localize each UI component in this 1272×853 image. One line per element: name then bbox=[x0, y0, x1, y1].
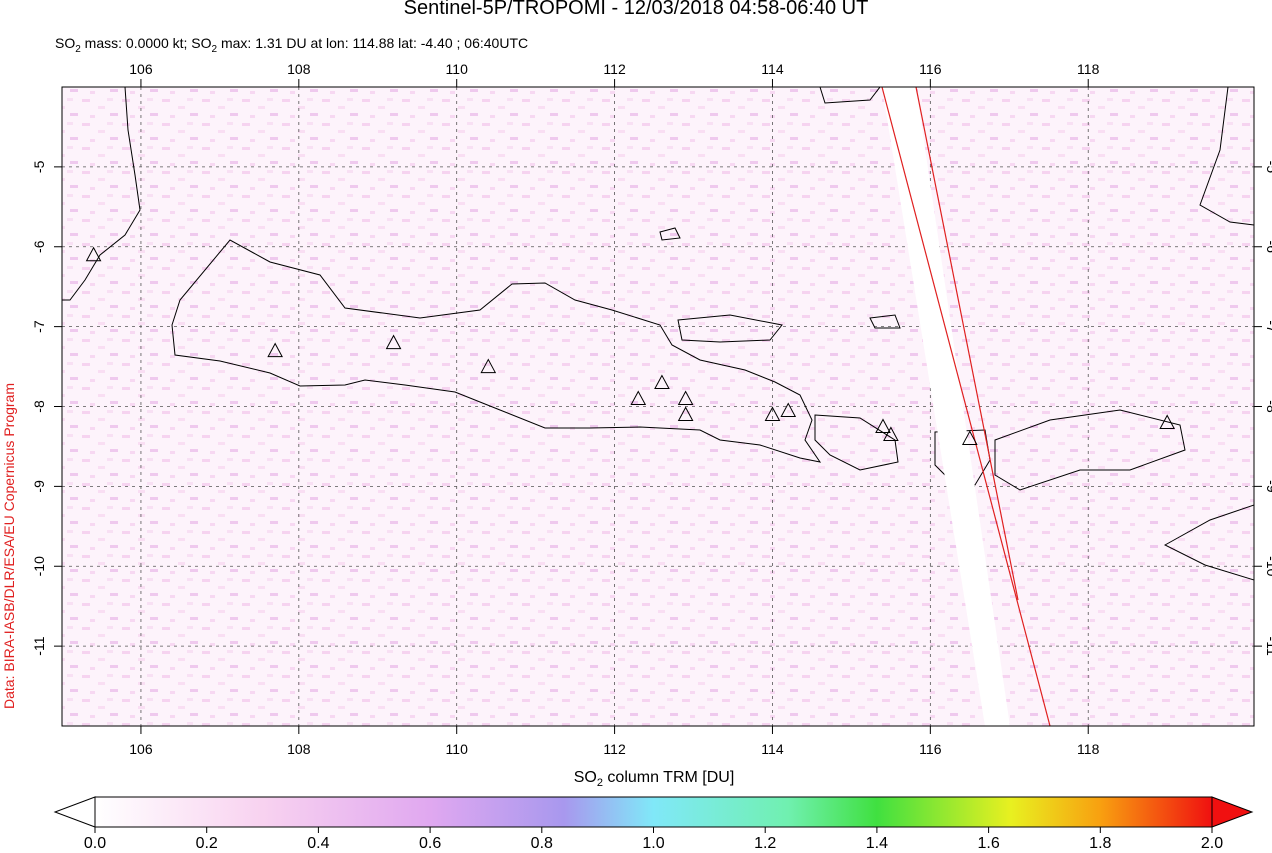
volcano bbox=[961, 430, 978, 445]
volcano bbox=[85, 246, 102, 262]
x-tick-label: 114 bbox=[761, 741, 784, 757]
y-tick-label: -8 bbox=[1264, 400, 1272, 413]
colorbar-label-sub: 2 bbox=[597, 777, 603, 789]
colorbar-tick-label: 1.0 bbox=[642, 835, 664, 852]
volcano bbox=[677, 406, 694, 421]
volcano bbox=[1159, 414, 1176, 429]
colorbar-tick-label: 1.6 bbox=[977, 835, 999, 852]
islet bbox=[869, 314, 901, 329]
swath-edge bbox=[881, 87, 1051, 726]
x-tick-label: 108 bbox=[287, 61, 311, 77]
y-tick-label: -10 bbox=[31, 556, 47, 576]
y-tick-label: -9 bbox=[1264, 480, 1272, 493]
colorbar-tick-label: 0.6 bbox=[419, 835, 441, 852]
x-tick-label: 106 bbox=[129, 741, 153, 757]
colorbar-label-part: SO bbox=[574, 769, 597, 786]
x-tick-label: 110 bbox=[446, 61, 469, 77]
colorbar-tick-label: 0.2 bbox=[196, 835, 218, 852]
x-tick-label: 118 bbox=[1077, 61, 1100, 77]
volcano bbox=[480, 358, 497, 374]
flores bbox=[1163, 504, 1254, 581]
y-tick-label: -5 bbox=[31, 160, 47, 173]
volcano bbox=[875, 418, 891, 433]
x-tick-label: 116 bbox=[919, 61, 942, 77]
java bbox=[171, 239, 822, 463]
subtitle-sub: 2 bbox=[75, 44, 81, 55]
swath-edges bbox=[881, 87, 1051, 726]
y-tick-label: -6 bbox=[1264, 241, 1272, 254]
subtitle-part: mass: 0.0000 kt; SO bbox=[81, 35, 212, 51]
volcano bbox=[883, 426, 899, 441]
y-tick-label: -11 bbox=[31, 636, 47, 655]
subtitle: SO2 mass: 0.0000 kt; SO2 max: 1.31 DU at… bbox=[55, 35, 528, 55]
y-tick-label: -10 bbox=[1264, 556, 1272, 576]
x-tick-label: 114 bbox=[761, 61, 784, 77]
side-label: Data: BIRA-IASB/DLR/ESA/EU Copernicus Pr… bbox=[1, 383, 17, 709]
colorbar-tick-label: 1.4 bbox=[866, 835, 888, 852]
subtitle-part: max: 1.31 DU at lon: 114.88 lat: -4.40 ;… bbox=[217, 35, 528, 51]
volcano bbox=[654, 374, 670, 390]
y-tick-label: -7 bbox=[1264, 320, 1272, 333]
sumatra bbox=[62, 87, 141, 301]
colorbar bbox=[94, 796, 1213, 828]
y-tick-label: -7 bbox=[31, 320, 47, 333]
swath-edge bbox=[915, 87, 1019, 601]
colorbar-label: SO2 column TRM [DU] bbox=[574, 769, 735, 789]
volcano bbox=[267, 342, 283, 358]
lombok bbox=[934, 429, 991, 486]
volcano bbox=[780, 402, 797, 417]
bali bbox=[814, 414, 899, 471]
x-tick-label: 112 bbox=[603, 741, 626, 757]
x-tick-label: 110 bbox=[446, 741, 469, 757]
colorbar-over bbox=[1211, 796, 1254, 828]
subtitle-sub: 2 bbox=[212, 44, 218, 55]
y-tick-label: -6 bbox=[31, 240, 47, 253]
y-tick-label: -8 bbox=[31, 400, 47, 413]
axes: 106 106 108 108 110 110 112 112 114 114 116 116 118 1… bbox=[31, 61, 1272, 757]
colorbar-tick-label: 2.0 bbox=[1201, 835, 1223, 852]
coastlines bbox=[62, 87, 1254, 581]
y-tick-label: -11 bbox=[1264, 637, 1272, 656]
volcano bbox=[385, 334, 402, 350]
colorbar-tick-label: 0.0 bbox=[84, 835, 106, 852]
y-tick-label: -9 bbox=[31, 480, 47, 493]
swath-gap bbox=[882, 87, 1010, 726]
y-tick-label: -5 bbox=[1264, 161, 1272, 174]
volcano bbox=[764, 406, 781, 421]
volcano-markers bbox=[85, 246, 1176, 445]
volcano bbox=[677, 390, 694, 406]
volcano bbox=[630, 390, 647, 406]
x-tick-label: 108 bbox=[287, 741, 311, 757]
x-tick-label: 118 bbox=[1077, 741, 1100, 757]
colorbar-ticks: 0.0 0.2 0.4 0.6 0.8 1.0 1.2 1.4 1.6 1.8 2.0 bbox=[84, 827, 1223, 852]
colorbar-under bbox=[53, 796, 96, 828]
subtitle-part: SO bbox=[55, 35, 75, 51]
sumbawa bbox=[994, 409, 1186, 491]
madura bbox=[677, 314, 783, 343]
x-tick-label: 112 bbox=[603, 61, 626, 77]
sulawesi bbox=[1199, 87, 1254, 226]
colorbar-tick-label: 1.2 bbox=[754, 835, 776, 852]
colorbar-tick-label: 0.8 bbox=[531, 835, 553, 852]
colorbar-label-part: column TRM [DU] bbox=[603, 769, 734, 786]
islet bbox=[659, 227, 681, 241]
x-tick-label: 116 bbox=[919, 741, 942, 757]
grid bbox=[62, 87, 1254, 726]
x-tick-label: 106 bbox=[129, 61, 153, 77]
colorbar-tick-label: 0.4 bbox=[307, 835, 329, 852]
colorbar-tick-label: 1.8 bbox=[1089, 835, 1111, 852]
borneo bbox=[819, 87, 881, 104]
title: Sentinel-5P/TROPOMI - 12/03/2018 04:58-0… bbox=[404, 0, 869, 19]
